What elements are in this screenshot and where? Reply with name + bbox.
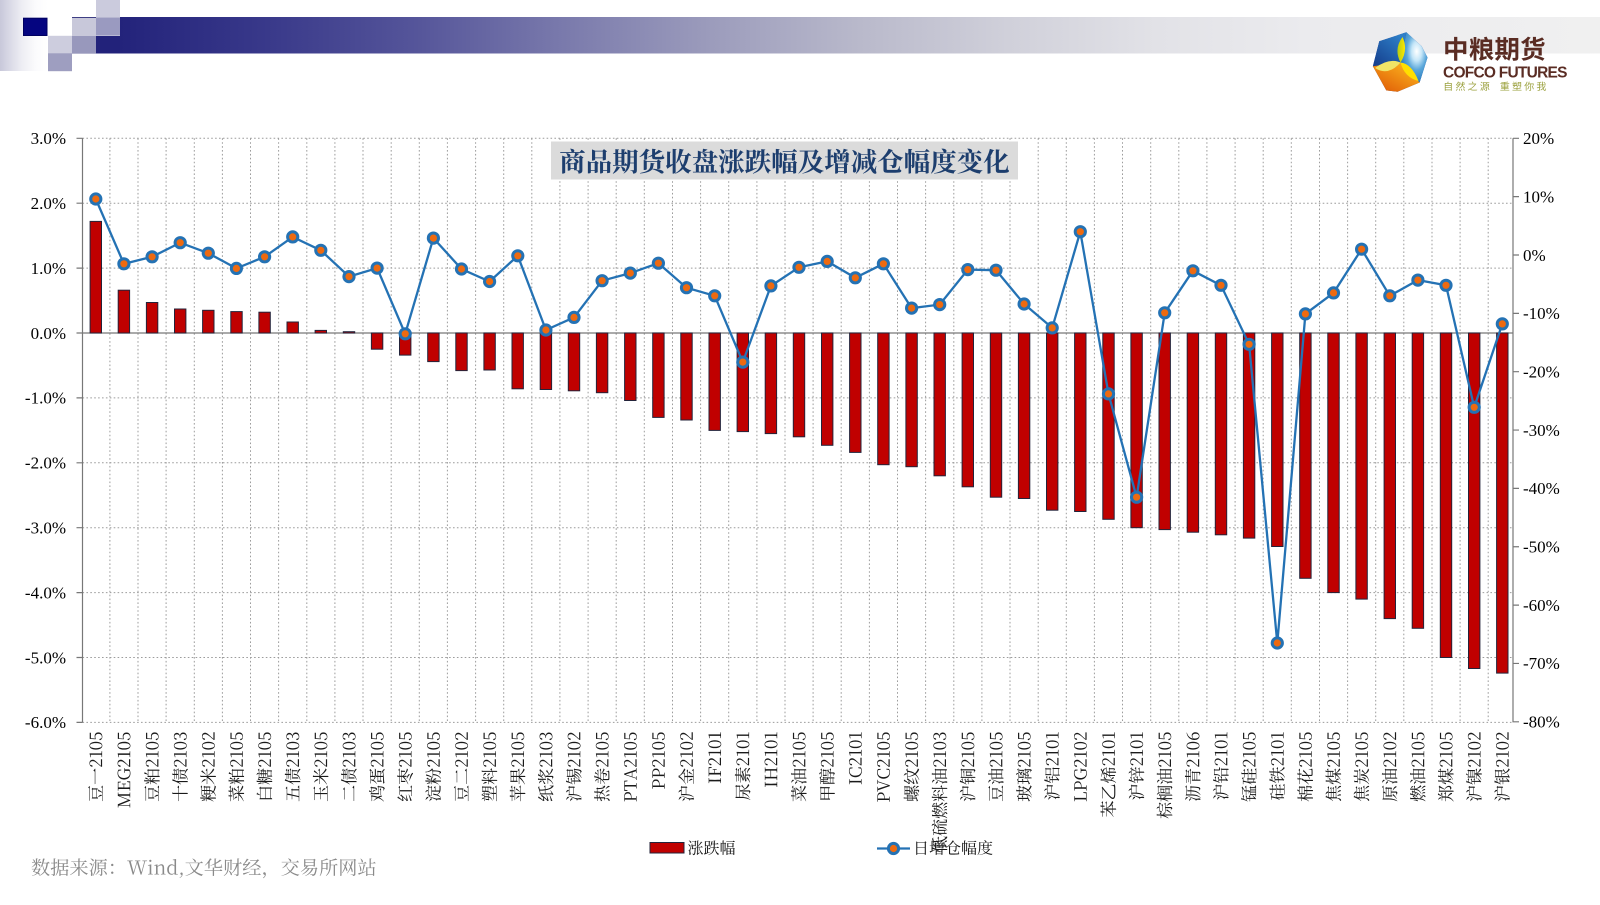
svg-text:-40%: -40% [1523, 479, 1560, 498]
svg-text:-10%: -10% [1523, 304, 1560, 323]
svg-text:-6.0%: -6.0% [25, 713, 66, 732]
svg-text:20%: 20% [1523, 129, 1554, 148]
svg-text:-5.0%: -5.0% [25, 648, 66, 667]
svg-text:2.0%: 2.0% [31, 194, 66, 213]
svg-text:-60%: -60% [1523, 596, 1560, 615]
svg-text:-80%: -80% [1523, 713, 1560, 732]
svg-text:COFCO FUTURES: COFCO FUTURES [1443, 65, 1567, 82]
svg-text:-30%: -30% [1523, 421, 1560, 440]
svg-text:-3.0%: -3.0% [25, 519, 66, 538]
svg-text:-4.0%: -4.0% [25, 583, 66, 602]
svg-text:0%: 0% [1523, 246, 1546, 265]
svg-text:0.0%: 0.0% [31, 324, 66, 343]
svg-text:-2.0%: -2.0% [25, 454, 66, 473]
svg-text:-50%: -50% [1523, 538, 1560, 557]
svg-text:-70%: -70% [1523, 654, 1560, 673]
svg-text:3.0%: 3.0% [31, 129, 66, 148]
svg-text:-20%: -20% [1523, 363, 1560, 382]
svg-text:-1.0%: -1.0% [25, 389, 66, 408]
svg-text:1.0%: 1.0% [31, 259, 66, 278]
svg-text:10%: 10% [1523, 188, 1554, 207]
